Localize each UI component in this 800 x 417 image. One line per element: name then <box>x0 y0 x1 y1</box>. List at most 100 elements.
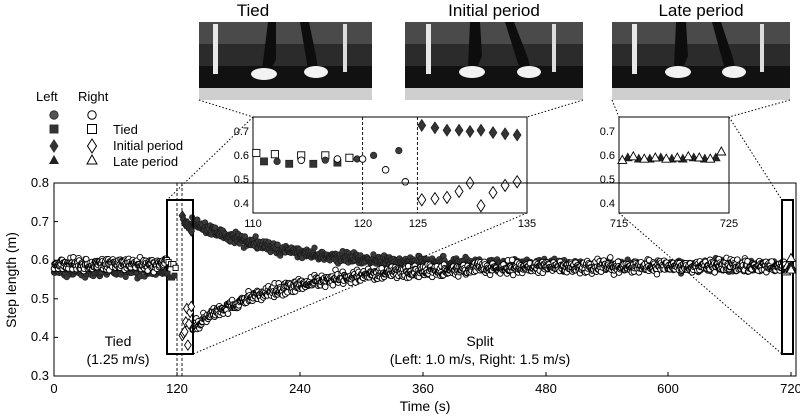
photo-panel-tied: Tied <box>199 1 372 100</box>
legend-right-triangle-marker <box>86 153 98 165</box>
connector-photo-late-inset-right <box>728 99 791 118</box>
connector-photo-late-inset-left <box>611 99 620 118</box>
connector-photo-initial-inset <box>526 99 584 118</box>
inset1-left-diamond <box>442 123 452 137</box>
inset2-frame <box>618 116 730 214</box>
inset2-right-triangle <box>639 153 650 163</box>
xtick-label: 240 <box>289 381 311 396</box>
connector-inset2-window-bottom <box>618 212 783 355</box>
legend-right-diamond-marker <box>86 138 98 154</box>
xtick-label: 360 <box>412 381 434 396</box>
right-step-marker <box>509 271 517 279</box>
inset1-right-circle <box>333 155 342 163</box>
window-right-diamond <box>180 325 189 338</box>
window-right-diamond <box>187 300 196 313</box>
inset1-left-square <box>309 159 318 168</box>
inset1-right-diamond <box>512 174 522 189</box>
left-step-marker <box>241 233 248 240</box>
inset1-xtick-label: 110 <box>244 218 262 230</box>
inset2-x-ticks: 715 725 <box>610 218 738 230</box>
inset2-markers <box>617 146 727 164</box>
window-right-square <box>172 264 179 271</box>
legend-label-late-period: Late period <box>113 154 178 169</box>
connector-inset2-window-top <box>728 116 783 201</box>
main-x-ticks <box>53 372 792 376</box>
inset1-y-ticks: 0.4 0.5 0.6 0.7 <box>234 126 249 210</box>
inset1-left-diamond <box>488 126 498 140</box>
inset1-markers <box>252 118 522 213</box>
ytick-label: 0.7 <box>31 214 49 229</box>
highlight-window-late <box>781 199 794 355</box>
inset1-right-circle <box>381 166 390 174</box>
ytick-label: 0.3 <box>31 368 49 383</box>
window-left-square <box>171 272 178 279</box>
inset2-xtick-label: 725 <box>720 218 738 230</box>
ytick-label: 0.8 <box>31 175 49 190</box>
right-step-marker <box>768 258 775 265</box>
right-step-marker <box>224 310 232 317</box>
inset1-xtick-label: 125 <box>409 218 427 230</box>
connector-photo-tied-inset <box>198 99 254 118</box>
inset1-left-diamond <box>430 121 440 135</box>
inset2-xtick-label: 715 <box>610 218 628 230</box>
inset1-ytick-label: 0.5 <box>234 174 249 186</box>
inset1-right-circle <box>297 156 305 164</box>
legend-label-tied: Tied <box>113 122 138 137</box>
treadmill-photo-tied <box>199 22 372 100</box>
inset1-xtick-label: 120 <box>354 218 372 230</box>
xtick-label: 720 <box>780 381 800 396</box>
window-right-triangle <box>785 264 797 274</box>
window-right-diamond <box>183 339 192 352</box>
inset1-ytick-label: 0.6 <box>234 150 249 162</box>
inset2-y-ticks: 0.4 0.5 0.6 0.7 <box>600 126 615 210</box>
inset1-left-diamond <box>500 127 510 141</box>
right-step-marker <box>711 269 718 276</box>
main-plot-area <box>53 182 797 377</box>
right-step-marker <box>508 256 516 264</box>
inset1-left-circle <box>321 156 329 164</box>
photo-title-initial: Initial period <box>448 1 540 20</box>
inset1-right-square <box>252 148 261 158</box>
legend-right-square-marker <box>87 124 97 134</box>
y-axis-label: Step length (m) <box>3 232 19 328</box>
connector-lines <box>166 99 791 355</box>
inset1-left-circle <box>395 147 403 155</box>
connector-inset1-window-top <box>166 116 254 201</box>
inset1-left-diamond <box>417 118 427 132</box>
inset-late: 0.4 0.5 0.6 0.7 715 725 <box>600 116 738 230</box>
inset1-right-square <box>270 150 279 159</box>
inset1-ytick-label: 0.7 <box>234 126 249 138</box>
inset1-right-circle <box>358 155 367 163</box>
inset1-left-diamond <box>465 124 475 138</box>
annotation-split-speed: (Left: 1.0 m/s, Right: 1.5 m/s) <box>390 351 571 367</box>
main-plot: 0.3 0.4 0.5 0.6 0.7 0.8 0 120 240 360 48… <box>3 175 800 414</box>
legend-left-triangle-marker <box>49 155 59 164</box>
right-step-marker <box>329 281 337 289</box>
inset1-xtick-label: 135 <box>518 218 536 230</box>
annotation-tied-title: Tied <box>105 333 132 349</box>
inset2-right-triangle <box>694 152 705 162</box>
photo-title-tied: Tied <box>237 1 269 20</box>
xtick-label: 600 <box>657 381 679 396</box>
legend-left-square-marker <box>49 124 59 134</box>
main-data-markers <box>50 214 789 334</box>
inset2-ytick-label: 0.5 <box>600 174 615 186</box>
right-step-marker <box>607 254 614 261</box>
inset1-right-diamond <box>488 185 498 200</box>
inset2-right-triangle <box>617 154 628 164</box>
main-y-ticks <box>54 182 58 377</box>
main-xtick-labels: 0 120 240 360 480 600 720 <box>50 381 800 396</box>
left-step-marker <box>274 241 281 248</box>
treadmill-photo-late <box>612 22 790 100</box>
legend-left-circle-marker <box>49 110 59 120</box>
inset2-ytick-label: 0.4 <box>600 198 615 210</box>
xtick-label: 480 <box>535 381 557 396</box>
photo-panel-initial: Initial period <box>405 1 583 100</box>
legend-right-circle-marker <box>87 110 97 120</box>
highlight-window-initial <box>166 199 194 355</box>
inset1-right-diamond <box>430 191 440 206</box>
inset2-left-triangle <box>710 152 721 162</box>
inset1-left-square <box>260 157 268 166</box>
inset2-right-triangle <box>683 150 694 161</box>
